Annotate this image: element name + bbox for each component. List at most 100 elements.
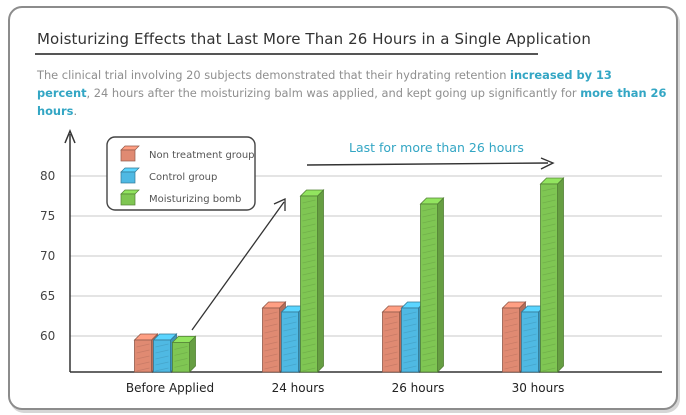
- bar-hatch: [384, 315, 398, 320]
- bar-hatch: [384, 363, 398, 368]
- bar-hatch: [542, 211, 556, 216]
- bar-hatch: [523, 315, 537, 320]
- bar-hatch: [504, 311, 518, 316]
- bar-hatch: [523, 333, 537, 338]
- bar-side: [557, 177, 564, 373]
- bar-hatch: [422, 267, 436, 272]
- bar-hatch: [302, 361, 316, 366]
- bar-hatch: [504, 347, 518, 352]
- bar-hatch: [542, 355, 556, 360]
- legend-label: Control group: [149, 172, 217, 183]
- bar-hatch: [283, 363, 297, 368]
- bar-hatch: [542, 199, 556, 204]
- bar-hatch: [422, 315, 436, 320]
- description-highlight-2: more than 26 hours: [37, 86, 667, 118]
- bar: [262, 307, 280, 373]
- bar-hatch: [422, 333, 436, 338]
- bar-hatch: [264, 335, 278, 340]
- bar-hatch: [422, 291, 436, 296]
- bar-hatch: [283, 345, 297, 350]
- bar-hatch: [422, 309, 436, 314]
- bar: [382, 311, 400, 373]
- bar-hatch: [422, 225, 436, 230]
- bar-hatch: [302, 217, 316, 222]
- bar-hatch: [403, 323, 417, 328]
- bar-hatch: [283, 357, 297, 362]
- legend-swatch: [120, 149, 136, 162]
- y-tick-label: 80: [40, 169, 55, 183]
- bar-hatch: [542, 313, 556, 318]
- bar-hatch: [384, 327, 398, 332]
- bar-hatch: [302, 325, 316, 330]
- bar-hatch: [302, 337, 316, 342]
- bar-hatch: [283, 321, 297, 326]
- bar-hatch: [136, 355, 150, 360]
- bar-hatch: [403, 353, 417, 358]
- bar-hatch: [155, 343, 169, 348]
- x-tick-label: Before Applied: [126, 381, 214, 395]
- bar: [420, 203, 438, 373]
- bar-hatch: [174, 364, 188, 368]
- x-tick-label: 24 hours: [272, 381, 325, 395]
- bar-hatch: [542, 217, 556, 222]
- bar: [134, 339, 152, 373]
- bar: [153, 339, 171, 373]
- bar: [401, 307, 419, 373]
- bar-hatch: [283, 339, 297, 344]
- bar-hatch: [302, 211, 316, 216]
- bar-hatch: [542, 325, 556, 330]
- bar-hatch: [384, 321, 398, 326]
- bar-hatch: [155, 355, 169, 360]
- bar-hatch: [542, 229, 556, 234]
- bar-hatch: [504, 365, 518, 370]
- bar-hatch: [283, 327, 297, 332]
- bar-hatch: [174, 346, 188, 350]
- bar: [540, 183, 558, 373]
- bar-hatch: [136, 349, 150, 354]
- bar-hatch: [264, 353, 278, 358]
- bar-hatch: [542, 205, 556, 210]
- bar-hatch: [523, 351, 537, 356]
- bar-hatch: [302, 271, 316, 276]
- bar-hatch: [542, 319, 556, 324]
- y-tick-label: 60: [40, 329, 55, 343]
- annotation-arrow-icon: [540, 157, 555, 170]
- annotation-text: Last for more than 26 hours: [349, 140, 524, 155]
- legend-label: Non treatment group: [149, 150, 255, 161]
- bar-hatch: [264, 347, 278, 352]
- bar-hatch: [302, 199, 316, 204]
- bar-hatch: [422, 321, 436, 326]
- bar-hatch: [403, 335, 417, 340]
- bar-hatch: [422, 213, 436, 218]
- bar-hatch: [403, 311, 417, 316]
- title-underline: [35, 53, 538, 55]
- bar-hatch: [302, 343, 316, 348]
- bar-hatch: [155, 349, 169, 354]
- bar-hatch: [302, 265, 316, 270]
- bar-hatch: [542, 283, 556, 288]
- bar-hatch: [136, 361, 150, 366]
- bar-hatch: [504, 341, 518, 346]
- bar-hatch: [403, 365, 417, 370]
- bar: [521, 311, 539, 373]
- bar-hatch: [422, 249, 436, 254]
- bar-hatch: [302, 367, 316, 372]
- bar: [281, 311, 299, 373]
- bar-hatch: [422, 345, 436, 350]
- bar-hatch: [422, 285, 436, 290]
- bar-hatch: [523, 363, 537, 368]
- bar-hatch: [302, 289, 316, 294]
- bar-hatch: [403, 359, 417, 364]
- trend-arrow-line: [191, 201, 285, 331]
- bar-hatch: [504, 323, 518, 328]
- description-text-1: The clinical trial involving 20 subjects…: [37, 68, 511, 82]
- bar-hatch: [523, 339, 537, 344]
- bar-hatch: [302, 319, 316, 324]
- bar-hatch: [523, 357, 537, 362]
- bar-hatch: [422, 243, 436, 248]
- page-title: Moisturizing Effects that Last More Than…: [37, 30, 591, 48]
- bar-hatch: [504, 329, 518, 334]
- bar-hatch: [264, 359, 278, 364]
- bar-hatch: [504, 317, 518, 322]
